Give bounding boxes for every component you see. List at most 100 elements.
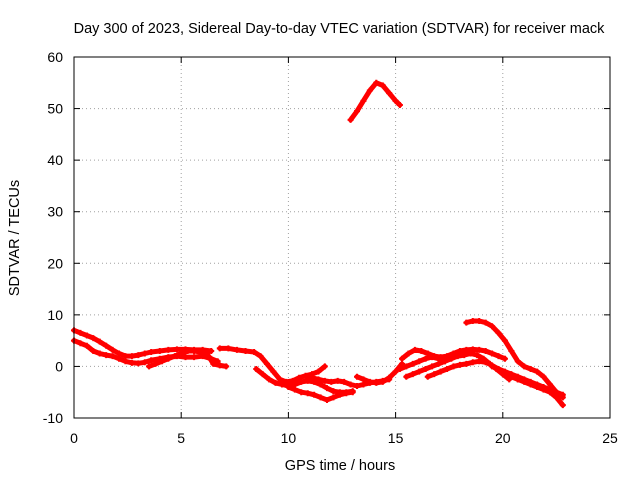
- data-point: [77, 329, 84, 336]
- data-point: [409, 371, 416, 378]
- data-point: [366, 378, 373, 385]
- data-point: [304, 390, 311, 397]
- data-point: [96, 350, 103, 357]
- data-point: [379, 82, 386, 89]
- data-point: [469, 318, 476, 325]
- y-tick-label: -10: [43, 410, 63, 426]
- data-point: [501, 337, 508, 344]
- data-point: [495, 366, 502, 373]
- data-point: [334, 377, 341, 384]
- data-point: [399, 355, 406, 362]
- series-track-a: [71, 327, 215, 360]
- data-point: [463, 346, 470, 353]
- data-point: [242, 347, 249, 354]
- series-line: [253, 366, 356, 395]
- data-point: [233, 346, 240, 353]
- data-point: [272, 379, 279, 386]
- data-point: [184, 347, 191, 354]
- data-point: [373, 79, 380, 86]
- data-point: [409, 360, 416, 367]
- data-point: [454, 353, 461, 360]
- y-tick-label: 50: [47, 101, 63, 117]
- data-point: [463, 319, 470, 326]
- y-tick-label: 40: [47, 152, 63, 168]
- data-point: [424, 373, 431, 380]
- data-point: [495, 329, 502, 336]
- data-point: [416, 358, 423, 365]
- data-point: [165, 355, 172, 362]
- data-point: [77, 340, 84, 347]
- data-point: [178, 350, 185, 357]
- data-point: [191, 347, 198, 354]
- data-point: [323, 396, 330, 403]
- series-track-p: [396, 354, 448, 373]
- data-point: [405, 350, 412, 357]
- data-point: [360, 381, 367, 388]
- data-point: [135, 360, 142, 367]
- data-point: [354, 373, 361, 380]
- data-point: [251, 348, 258, 355]
- data-point: [311, 391, 318, 398]
- data-point: [347, 116, 354, 123]
- data-point: [559, 391, 566, 398]
- data-point: [489, 350, 496, 357]
- data-point: [278, 381, 285, 388]
- data-point: [296, 374, 303, 381]
- data-point: [546, 381, 553, 388]
- data-point: [467, 350, 474, 357]
- data-point: [508, 371, 515, 378]
- data-point: [317, 381, 324, 388]
- y-axis-label: SDTVAR / TECUs: [7, 180, 23, 296]
- series-track-f: [285, 384, 356, 403]
- x-tick-label: 20: [495, 430, 511, 446]
- data-point: [109, 353, 116, 360]
- data-point: [343, 390, 350, 397]
- data-point: [396, 366, 403, 373]
- data-point: [441, 358, 448, 365]
- data-point: [216, 345, 223, 352]
- y-tick-label: 10: [47, 307, 63, 323]
- data-point: [514, 358, 521, 365]
- data-point: [103, 352, 110, 359]
- data-point: [435, 360, 442, 367]
- data-point: [191, 354, 198, 361]
- x-axis-label: GPS time / hours: [285, 458, 395, 474]
- data-point: [540, 373, 547, 380]
- chart-title: Day 300 of 2023, Sidereal Day-to-day VTE…: [74, 21, 606, 37]
- data-point: [315, 368, 322, 375]
- data-point: [135, 352, 142, 359]
- data-point: [291, 381, 298, 388]
- data-point: [495, 353, 502, 360]
- data-point: [354, 383, 361, 390]
- data-point: [489, 363, 496, 370]
- data-point: [429, 363, 436, 370]
- data-point: [366, 87, 373, 94]
- data-point: [173, 346, 180, 353]
- data-point: [83, 332, 90, 339]
- data-point: [257, 353, 264, 360]
- data-point: [103, 342, 110, 349]
- data-point: [330, 394, 337, 401]
- x-tick-label: 0: [70, 430, 78, 446]
- data-point: [360, 97, 367, 104]
- data-point: [435, 355, 442, 362]
- data-point: [469, 359, 476, 366]
- series-line: [463, 318, 566, 400]
- data-point: [553, 389, 560, 396]
- data-point: [216, 362, 223, 369]
- data-point: [379, 378, 386, 385]
- series-track-i: [347, 79, 403, 123]
- data-point: [392, 97, 399, 104]
- x-tick-label: 15: [388, 430, 404, 446]
- data-point: [422, 366, 429, 373]
- data-point: [482, 319, 489, 326]
- data-point: [476, 318, 483, 325]
- data-point: [424, 350, 431, 357]
- data-point: [308, 374, 315, 381]
- data-point: [122, 353, 129, 360]
- y-tick-label: 30: [47, 204, 63, 220]
- data-point: [360, 376, 367, 383]
- data-point: [347, 381, 354, 388]
